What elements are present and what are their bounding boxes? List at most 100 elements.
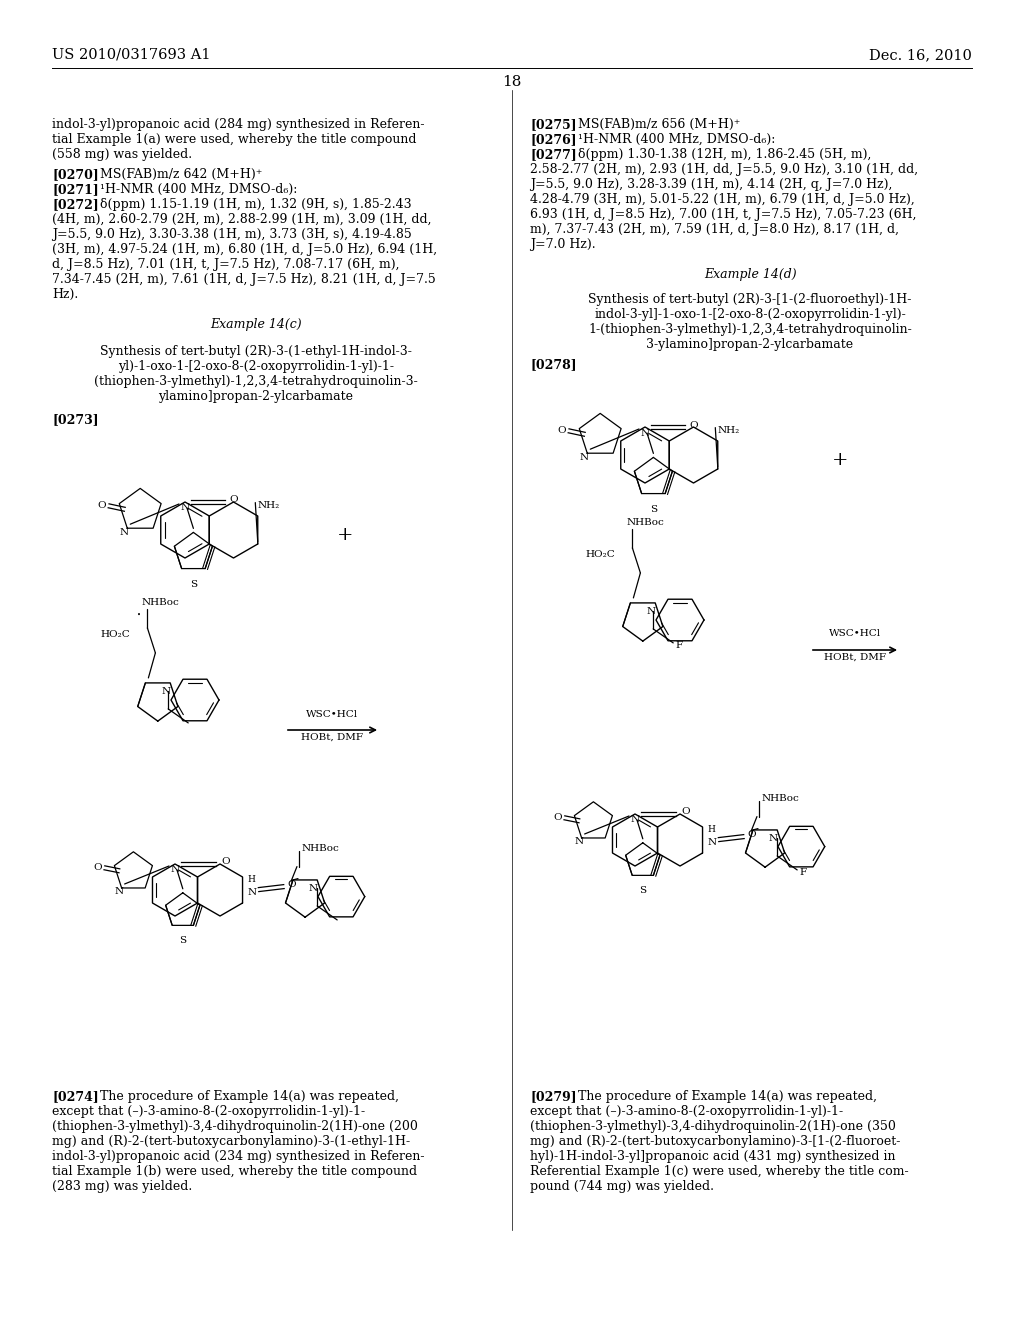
Text: J=5.5, 9.0 Hz), 3.30-3.38 (1H, m), 3.73 (3H, s), 4.19-4.85: J=5.5, 9.0 Hz), 3.30-3.38 (1H, m), 3.73 … (52, 228, 412, 242)
Text: (thiophen-3-ylmethyl)-1,2,3,4-tetrahydroquinolin-3-: (thiophen-3-ylmethyl)-1,2,3,4-tetrahydro… (94, 375, 418, 388)
Text: m), 7.37-7.43 (2H, m), 7.59 (1H, d, J=8.0 Hz), 8.17 (1H, d,: m), 7.37-7.43 (2H, m), 7.59 (1H, d, J=8.… (530, 223, 899, 236)
Text: (thiophen-3-ylmethyl)-3,4-dihydroquinolin-2(1H)-one (350: (thiophen-3-ylmethyl)-3,4-dihydroquinoli… (530, 1119, 896, 1133)
Text: 3-ylamino]propan-2-ylcarbamate: 3-ylamino]propan-2-ylcarbamate (646, 338, 854, 351)
Text: O: O (689, 421, 698, 429)
Text: Synthesis of tert-butyl (2R)-3-[1-(2-fluoroethyl)-1H-: Synthesis of tert-butyl (2R)-3-[1-(2-flu… (589, 293, 911, 306)
Text: [0277]: [0277] (530, 148, 577, 161)
Text: N: N (308, 884, 317, 892)
Text: indol-3-yl)propanoic acid (284 mg) synthesized in Referen-: indol-3-yl)propanoic acid (284 mg) synth… (52, 117, 425, 131)
Text: N: N (580, 453, 589, 462)
Text: N: N (631, 816, 640, 825)
Text: +: + (831, 451, 848, 469)
Text: The procedure of Example 14(a) was repeated,: The procedure of Example 14(a) was repea… (100, 1090, 399, 1104)
Text: Dec. 16, 2010: Dec. 16, 2010 (869, 48, 972, 62)
Text: tial Example 1(a) were used, whereby the title compound: tial Example 1(a) were used, whereby the… (52, 133, 417, 147)
Text: except that (–)-3-amino-8-(2-oxopyrrolidin-1-yl)-1-: except that (–)-3-amino-8-(2-oxopyrrolid… (52, 1105, 366, 1118)
Text: ¹H-NMR (400 MHz, DMSO-d₆):: ¹H-NMR (400 MHz, DMSO-d₆): (100, 183, 297, 195)
Text: 1-(thiophen-3-ylmethyl)-1,2,3,4-tetrahydroquinolin-: 1-(thiophen-3-ylmethyl)-1,2,3,4-tetrahyd… (588, 323, 912, 337)
Text: MS(FAB)m/z 656 (M+H)⁺: MS(FAB)m/z 656 (M+H)⁺ (578, 117, 740, 131)
Text: yl)-1-oxo-1-[2-oxo-8-(2-oxopyrrolidin-1-yl)-1-: yl)-1-oxo-1-[2-oxo-8-(2-oxopyrrolidin-1-… (118, 360, 394, 374)
Text: (thiophen-3-ylmethyl)-3,4-dihydroquinolin-2(1H)-one (200: (thiophen-3-ylmethyl)-3,4-dihydroquinoli… (52, 1119, 418, 1133)
Text: NH₂: NH₂ (257, 502, 280, 510)
Text: •: • (137, 611, 141, 619)
Text: O: O (93, 863, 101, 873)
Text: 7.34-7.45 (2H, m), 7.61 (1H, d, J=7.5 Hz), 8.21 (1H, d, J=7.5: 7.34-7.45 (2H, m), 7.61 (1H, d, J=7.5 Hz… (52, 273, 436, 286)
Text: δ(ppm) 1.30-1.38 (12H, m), 1.86-2.45 (5H, m),: δ(ppm) 1.30-1.38 (12H, m), 1.86-2.45 (5H… (578, 148, 871, 161)
Text: NHBoc: NHBoc (141, 598, 179, 607)
Text: J=7.0 Hz).: J=7.0 Hz). (530, 238, 596, 251)
Text: [0272]: [0272] (52, 198, 98, 211)
Text: Example 14(c): Example 14(c) (210, 318, 302, 331)
Text: H: H (248, 875, 255, 884)
Text: O: O (557, 426, 566, 436)
Text: (283 mg) was yielded.: (283 mg) was yielded. (52, 1180, 193, 1193)
Text: NHBoc: NHBoc (627, 519, 665, 528)
Text: NHBoc: NHBoc (302, 843, 340, 853)
Text: hyl)-1H-indol-3-yl]propanoic acid (431 mg) synthesized in: hyl)-1H-indol-3-yl]propanoic acid (431 m… (530, 1150, 896, 1163)
Text: [0270]: [0270] (52, 168, 98, 181)
Text: O: O (221, 858, 230, 866)
Text: N: N (170, 866, 179, 874)
Text: indol-3-yl)propanoic acid (234 mg) synthesized in Referen-: indol-3-yl)propanoic acid (234 mg) synth… (52, 1150, 425, 1163)
Text: except that (–)-3-amino-8-(2-oxopyrrolidin-1-yl)-1-: except that (–)-3-amino-8-(2-oxopyrrolid… (530, 1105, 843, 1118)
Text: S: S (650, 506, 657, 515)
Text: O: O (746, 830, 756, 840)
Text: F: F (675, 642, 682, 651)
Text: (3H, m), 4.97-5.24 (1H, m), 6.80 (1H, d, J=5.0 Hz), 6.94 (1H,: (3H, m), 4.97-5.24 (1H, m), 6.80 (1H, d,… (52, 243, 437, 256)
Text: N: N (120, 528, 129, 537)
Text: Referential Example 1(c) were used, whereby the title com-: Referential Example 1(c) were used, wher… (530, 1166, 908, 1177)
Text: Synthesis of tert-butyl (2R)-3-(1-ethyl-1H-indol-3-: Synthesis of tert-butyl (2R)-3-(1-ethyl-… (100, 345, 412, 358)
Text: ylamino]propan-2-ylcarbamate: ylamino]propan-2-ylcarbamate (159, 389, 353, 403)
Text: HO₂C: HO₂C (100, 631, 130, 639)
Text: δ(ppm) 1.15-1.19 (1H, m), 1.32 (9H, s), 1.85-2.43: δ(ppm) 1.15-1.19 (1H, m), 1.32 (9H, s), … (100, 198, 412, 211)
Text: [0278]: [0278] (530, 358, 577, 371)
Text: [0279]: [0279] (530, 1090, 577, 1104)
Text: 2.58-2.77 (2H, m), 2.93 (1H, dd, J=5.5, 9.0 Hz), 3.10 (1H, dd,: 2.58-2.77 (2H, m), 2.93 (1H, dd, J=5.5, … (530, 162, 919, 176)
Text: N: N (574, 837, 584, 846)
Text: (4H, m), 2.60-2.79 (2H, m), 2.88-2.99 (1H, m), 3.09 (1H, dd,: (4H, m), 2.60-2.79 (2H, m), 2.88-2.99 (1… (52, 213, 431, 226)
Text: The procedure of Example 14(a) was repeated,: The procedure of Example 14(a) was repea… (578, 1090, 877, 1104)
Text: mg) and (R)-2-(tert-butoxycarbonylamino)-3-(1-ethyl-1H-: mg) and (R)-2-(tert-butoxycarbonylamino)… (52, 1135, 411, 1148)
Text: N: N (114, 887, 123, 896)
Text: NHBoc: NHBoc (762, 795, 800, 803)
Text: HOBt, DMF: HOBt, DMF (301, 733, 362, 742)
Text: +: + (337, 525, 353, 544)
Text: O: O (97, 502, 105, 511)
Text: O: O (287, 880, 296, 890)
Text: WSC•HCl: WSC•HCl (306, 710, 358, 719)
Text: Hz).: Hz). (52, 288, 78, 301)
Text: S: S (179, 936, 186, 945)
Text: H: H (708, 825, 716, 834)
Text: F: F (799, 869, 806, 878)
Text: [0273]: [0273] (52, 413, 98, 426)
Text: [0275]: [0275] (530, 117, 577, 131)
Text: O: O (229, 495, 238, 504)
Text: N: N (769, 834, 778, 843)
Text: N: N (708, 838, 717, 847)
Text: [0274]: [0274] (52, 1090, 98, 1104)
Text: [0276]: [0276] (530, 133, 577, 147)
Text: HOBt, DMF: HOBt, DMF (824, 653, 886, 663)
Text: (558 mg) was yielded.: (558 mg) was yielded. (52, 148, 193, 161)
Text: S: S (639, 886, 646, 895)
Text: J=5.5, 9.0 Hz), 3.28-3.39 (1H, m), 4.14 (2H, q, J=7.0 Hz),: J=5.5, 9.0 Hz), 3.28-3.39 (1H, m), 4.14 … (530, 178, 892, 191)
Text: ¹H-NMR (400 MHz, DMSO-d₆):: ¹H-NMR (400 MHz, DMSO-d₆): (578, 133, 775, 147)
Text: MS(FAB)m/z 642 (M+H)⁺: MS(FAB)m/z 642 (M+H)⁺ (100, 168, 262, 181)
Text: mg) and (R)-2-(tert-butoxycarbonylamino)-3-[1-(2-fluoroet-: mg) and (R)-2-(tert-butoxycarbonylamino)… (530, 1135, 900, 1148)
Text: indol-3-yl]-1-oxo-1-[2-oxo-8-(2-oxopyrrolidin-1-yl)-: indol-3-yl]-1-oxo-1-[2-oxo-8-(2-oxopyrro… (594, 308, 906, 321)
Text: pound (744 mg) was yielded.: pound (744 mg) was yielded. (530, 1180, 714, 1193)
Text: N: N (640, 429, 649, 437)
Text: tial Example 1(b) were used, whereby the title compound: tial Example 1(b) were used, whereby the… (52, 1166, 417, 1177)
Text: NH₂: NH₂ (717, 426, 739, 436)
Text: 18: 18 (503, 75, 521, 88)
Text: d, J=8.5 Hz), 7.01 (1H, t, J=7.5 Hz), 7.08-7.17 (6H, m),: d, J=8.5 Hz), 7.01 (1H, t, J=7.5 Hz), 7.… (52, 257, 399, 271)
Text: N: N (162, 686, 171, 696)
Text: O: O (553, 813, 562, 822)
Text: WSC•HCl: WSC•HCl (829, 630, 881, 638)
Text: S: S (189, 581, 197, 590)
Text: [0271]: [0271] (52, 183, 98, 195)
Text: 6.93 (1H, d, J=8.5 Hz), 7.00 (1H, t, J=7.5 Hz), 7.05-7.23 (6H,: 6.93 (1H, d, J=8.5 Hz), 7.00 (1H, t, J=7… (530, 209, 916, 220)
Text: Example 14(d): Example 14(d) (703, 268, 797, 281)
Text: O: O (681, 808, 690, 817)
Text: HO₂C: HO₂C (586, 550, 615, 560)
